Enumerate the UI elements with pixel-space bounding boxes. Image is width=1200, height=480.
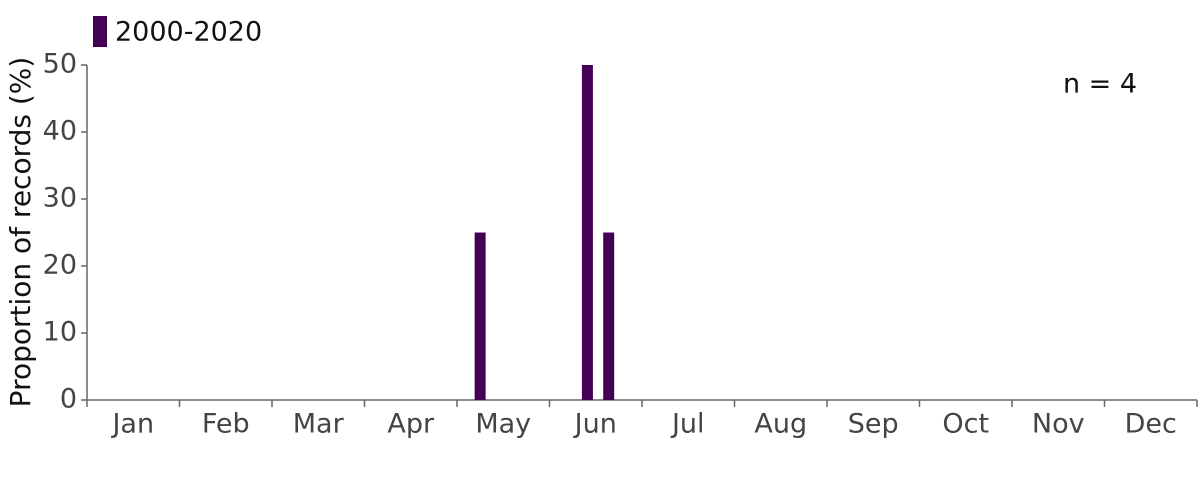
bar — [603, 232, 615, 400]
annotation: n = 4 — [1063, 69, 1137, 100]
x-tick-label: Dec — [1125, 409, 1177, 440]
x-tick-label: Jan — [110, 409, 154, 440]
x-tick-label: Oct — [942, 409, 989, 440]
x-tick-label: May — [475, 409, 531, 440]
y-tick-label: 0 — [60, 384, 77, 415]
y-tick-label: 10 — [43, 317, 77, 348]
x-tick-label: Jun — [573, 409, 617, 440]
bar — [474, 232, 486, 400]
legend-label: 2000-2020 — [115, 17, 262, 48]
x-tick-label: Feb — [202, 409, 250, 440]
x-tick-label: Mar — [293, 409, 345, 440]
x-tick-label: Jul — [670, 409, 705, 440]
legend-swatch — [93, 16, 107, 47]
y-tick-label: 50 — [43, 49, 77, 80]
x-tick-label: Aug — [754, 409, 807, 440]
y-tick-label: 20 — [43, 250, 77, 281]
x-tick-label: Apr — [387, 409, 435, 440]
x-tick-label: Nov — [1032, 409, 1085, 440]
bar — [581, 65, 593, 400]
y-tick-label: 40 — [43, 116, 77, 147]
y-axis-label: Proportion of records (%) — [4, 57, 37, 408]
y-tick-label: 30 — [43, 183, 77, 214]
x-tick-label: Sep — [848, 409, 899, 440]
